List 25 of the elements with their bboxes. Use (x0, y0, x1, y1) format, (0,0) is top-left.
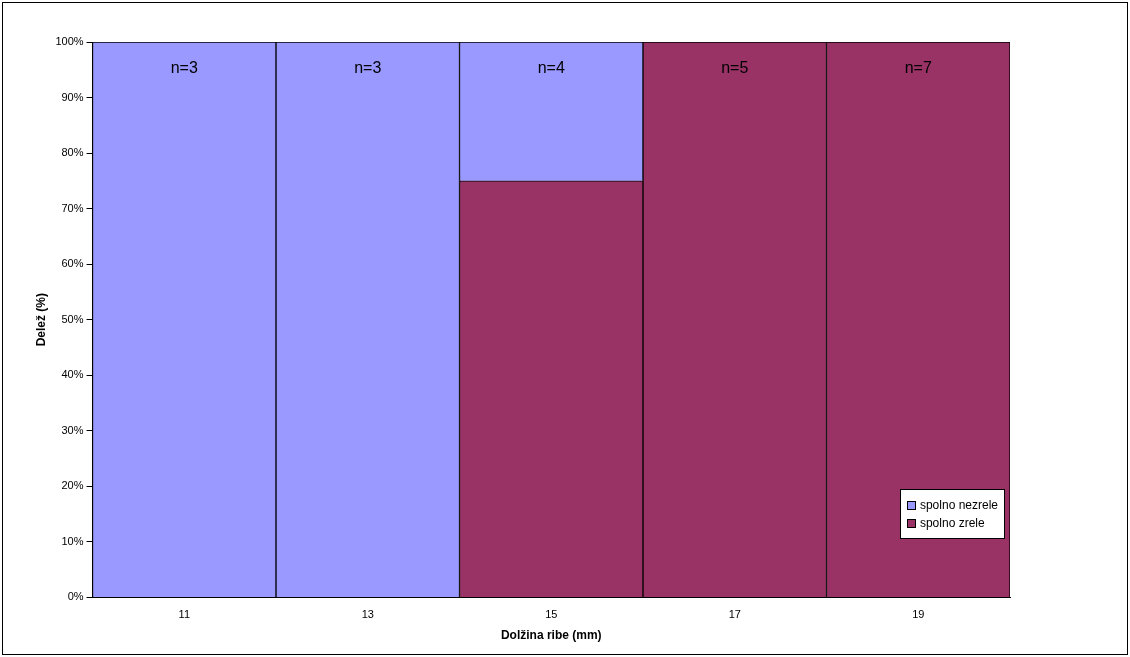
y-tick-label: 60% (61, 257, 84, 270)
y-tick-label: 70% (61, 201, 84, 214)
y-tick-label: 90% (61, 90, 84, 103)
annotation: n=4 (537, 59, 565, 77)
x-axis-title: Dolžina ribe (mm) (500, 628, 602, 643)
x-tick-label: 13 (361, 608, 374, 621)
y-tick-label: 80% (61, 146, 84, 159)
legend-label: spolno nezrele (919, 498, 998, 512)
y-tick-label: 10% (61, 534, 84, 547)
annotation: n=3 (354, 59, 382, 77)
y-tick-label: 0% (67, 590, 84, 603)
y-tick-label: 50% (61, 312, 84, 325)
y-tick-label: 20% (61, 479, 84, 492)
annotation: n=5 (721, 59, 749, 77)
x-tick-label: 19 (912, 608, 925, 621)
y-axis-title: Delež (%) (33, 293, 48, 347)
y-tick-label: 40% (61, 368, 84, 381)
annotation: n=3 (170, 59, 198, 77)
x-tick-label: 17 (728, 608, 741, 621)
y-tick-label: 100% (55, 35, 84, 48)
y-tick-label: 30% (61, 423, 84, 436)
x-tick-label: 15 (545, 608, 558, 621)
annotation: n=7 (904, 59, 932, 77)
x-tick-label: 11 (178, 608, 190, 621)
series-label: spolno zrele (919, 516, 985, 530)
